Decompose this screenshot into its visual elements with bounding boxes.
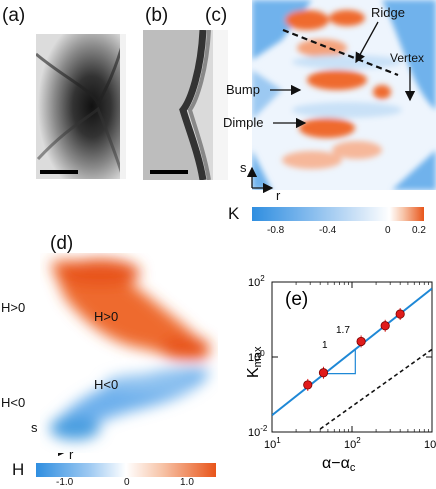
annotation-bump: Bump: [226, 82, 260, 97]
x-tick-label-0: 101: [264, 436, 281, 451]
y-tick-label-2: 102: [248, 274, 265, 289]
triangle-rise-label: 1.7: [336, 325, 350, 336]
panel-label-c: (c): [205, 5, 228, 26]
colorbar-k: [252, 207, 424, 221]
mean-curvature-map-d: [40, 253, 218, 453]
photo-panel-b: [143, 30, 228, 180]
reference-line: [319, 348, 432, 430]
data-point-0: [303, 380, 313, 390]
data-point-2: [356, 336, 366, 347]
data-point-1: [318, 368, 329, 378]
photo-panel-a: [36, 34, 126, 179]
annotation-ridge: Ridge: [371, 5, 405, 20]
colorbar-h-tick-3: 1.0: [180, 477, 194, 488]
colorbar-k-tick-3: 0: [385, 225, 391, 236]
axis-label-r-c: r: [276, 188, 281, 203]
slope-triangle: [324, 348, 356, 375]
fit-line: [272, 287, 432, 417]
panel-label-d: (d): [50, 233, 74, 254]
axis-label-r-d: r: [69, 447, 74, 462]
colorbar-h: [36, 463, 216, 477]
region-label-inner-top: H>0: [94, 309, 119, 324]
panel-label-b: (b): [145, 5, 169, 26]
colorbar-k-symbol: K: [228, 204, 240, 223]
annotation-vertex: Vertex: [390, 51, 425, 65]
region-label-outer-top: H>0: [1, 300, 26, 315]
x-tick-label-1: 102: [344, 436, 361, 451]
triangle-run-label: 1: [322, 340, 328, 351]
colorbar-h-symbol: H: [12, 460, 25, 479]
colorbar-k-tick-4: 0.2: [412, 225, 426, 236]
data-point-4: [395, 309, 405, 319]
data-point-3: [380, 321, 390, 331]
scale-bar-b: [150, 170, 188, 174]
colorbar-h-tick-1: -1.0: [56, 477, 74, 488]
colorbar-k-tick-1: -0.8: [267, 225, 285, 236]
region-label-inner-bottom: H<0: [94, 377, 119, 392]
colorbar-h-tick-2: 0: [124, 477, 130, 488]
axis-label-s-d: s: [31, 420, 38, 435]
scale-bar-a: [40, 170, 78, 174]
colorbar-k-tick-2: -0.4: [319, 225, 337, 236]
axis-label-s-c: s: [240, 160, 247, 175]
region-label-outer-bottom: H<0: [1, 395, 26, 410]
panel-label-a: (a): [2, 5, 26, 26]
panel-label-e: (e): [285, 289, 308, 310]
y-tick-label-0: 10-2: [248, 424, 268, 439]
y-axis-label: Kmax: [245, 346, 264, 378]
x-tick-label-2: 103: [424, 436, 436, 451]
x-axis-label: α−αc: [322, 455, 356, 474]
annotation-dimple: Dimple: [223, 115, 264, 130]
